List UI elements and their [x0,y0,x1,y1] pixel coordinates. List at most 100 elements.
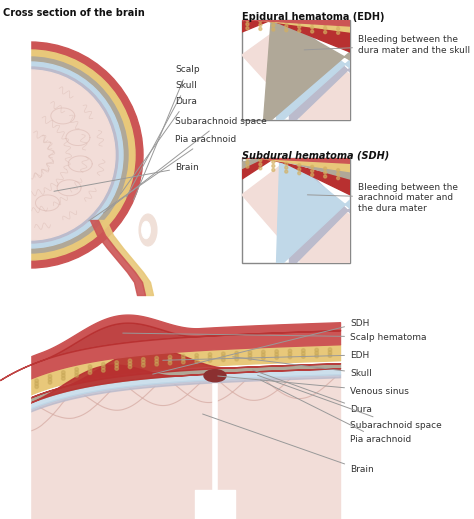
Circle shape [298,30,301,32]
Circle shape [155,359,158,363]
Circle shape [128,365,132,368]
Circle shape [301,352,305,356]
Circle shape [21,390,25,394]
Circle shape [35,382,38,386]
Bar [242,158,350,263]
Circle shape [272,160,275,163]
Text: Bleeding between the
arachnoid mater and
the dura mater: Bleeding between the arachnoid mater and… [308,183,458,213]
Text: Cross section of the brain: Cross section of the brain [3,8,145,18]
Circle shape [272,24,275,27]
Text: Skull: Skull [127,81,197,197]
Circle shape [285,29,288,32]
Circle shape [142,358,145,361]
Text: Pia arachnoid: Pia arachnoid [89,135,236,221]
Text: Dura: Dura [120,98,197,194]
Circle shape [48,375,52,378]
Circle shape [315,348,319,352]
Circle shape [272,169,275,171]
Circle shape [246,157,249,160]
Ellipse shape [142,221,151,239]
Circle shape [324,23,327,25]
Circle shape [310,173,314,176]
Circle shape [246,23,249,26]
Bar [0,0,30,519]
Circle shape [48,380,52,384]
Polygon shape [242,158,350,195]
Circle shape [337,28,339,30]
Text: Subarachnoid space: Subarachnoid space [103,117,267,213]
Circle shape [272,165,275,168]
Text: Epidural hematoma (EDH): Epidural hematoma (EDH) [242,12,384,22]
Circle shape [262,350,265,354]
Polygon shape [242,20,350,52]
Circle shape [182,357,185,361]
Circle shape [259,163,262,166]
Polygon shape [287,20,350,120]
Ellipse shape [139,214,157,246]
Circle shape [248,357,252,360]
Circle shape [310,22,314,25]
Circle shape [208,353,212,357]
Circle shape [248,354,252,358]
Circle shape [288,352,292,356]
Text: Brain: Brain [202,414,374,474]
Polygon shape [242,158,350,263]
Circle shape [272,28,275,31]
Text: Venous sinus: Venous sinus [218,376,409,395]
Polygon shape [242,158,350,163]
Circle shape [62,374,65,377]
Text: Bleeding between the
dura mater and the skull: Bleeding between the dura mater and the … [304,35,470,54]
Circle shape [0,42,143,268]
Circle shape [275,356,278,359]
Circle shape [337,23,339,26]
Circle shape [208,356,212,359]
Text: Pia arachnoid: Pia arachnoid [261,380,411,444]
Circle shape [310,30,314,33]
Circle shape [75,367,79,371]
Polygon shape [242,158,350,179]
Circle shape [88,371,92,375]
Circle shape [0,70,115,240]
Circle shape [328,354,332,358]
Circle shape [259,19,262,22]
Circle shape [275,350,278,353]
Text: Brain: Brain [54,162,199,192]
Circle shape [328,348,332,351]
Circle shape [21,388,25,391]
Circle shape [142,364,145,367]
Text: Skull: Skull [233,357,372,377]
Circle shape [75,374,79,377]
Circle shape [298,172,301,175]
Polygon shape [242,20,350,120]
Circle shape [285,25,288,28]
Text: EDH: EDH [163,350,369,360]
Polygon shape [287,158,350,263]
Circle shape [272,20,275,23]
Circle shape [0,62,123,248]
Circle shape [248,351,252,354]
Circle shape [324,171,327,174]
Text: SDH: SDH [153,319,369,374]
Circle shape [128,362,132,365]
Circle shape [21,385,25,388]
Circle shape [168,358,172,362]
Circle shape [324,31,327,34]
Circle shape [168,356,172,359]
Circle shape [101,363,105,366]
Circle shape [337,169,339,172]
Circle shape [115,361,118,364]
Bar [0,295,474,519]
Circle shape [75,371,79,374]
Circle shape [301,349,305,352]
Circle shape [288,355,292,359]
Circle shape [310,26,314,29]
Polygon shape [264,20,350,120]
Circle shape [337,176,339,180]
Circle shape [324,167,327,170]
Circle shape [310,169,314,172]
Circle shape [8,394,12,398]
Circle shape [246,19,249,22]
Circle shape [8,391,12,395]
Circle shape [182,360,185,364]
Circle shape [155,362,158,366]
